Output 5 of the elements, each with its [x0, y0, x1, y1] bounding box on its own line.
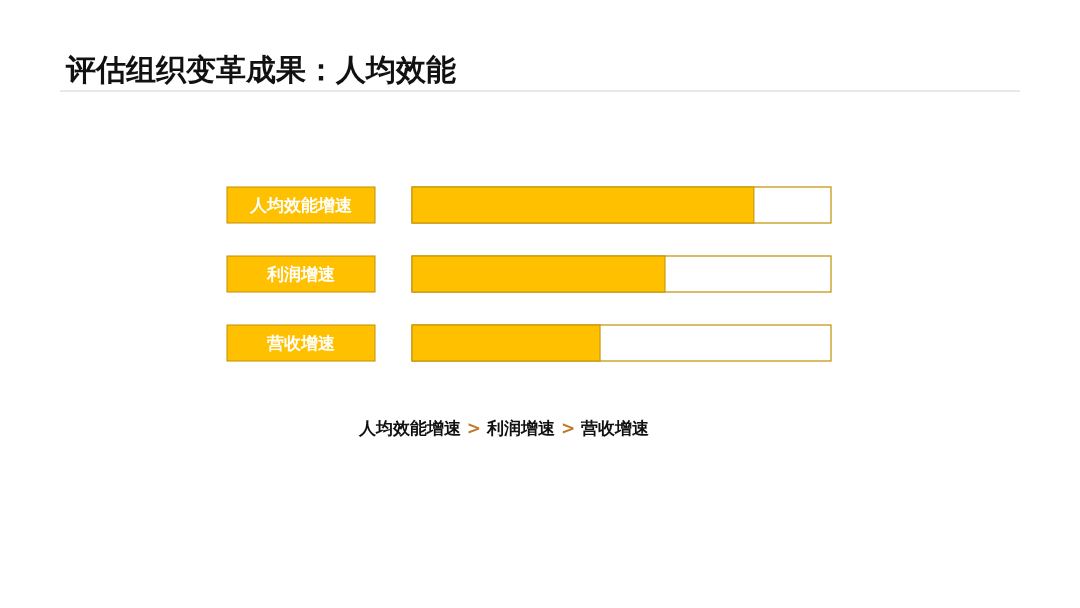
y-tick-label: 利润增速 [266, 263, 335, 284]
text: 人均效能增速 > 利润增速 > 营收增速 [357, 418, 650, 438]
chart-title: 评估组织变革成果：人均效能 [65, 52, 456, 87]
y-tick-label: 营收增速 [266, 332, 335, 353]
y-tick-label: 人均效能增速 [249, 194, 352, 215]
